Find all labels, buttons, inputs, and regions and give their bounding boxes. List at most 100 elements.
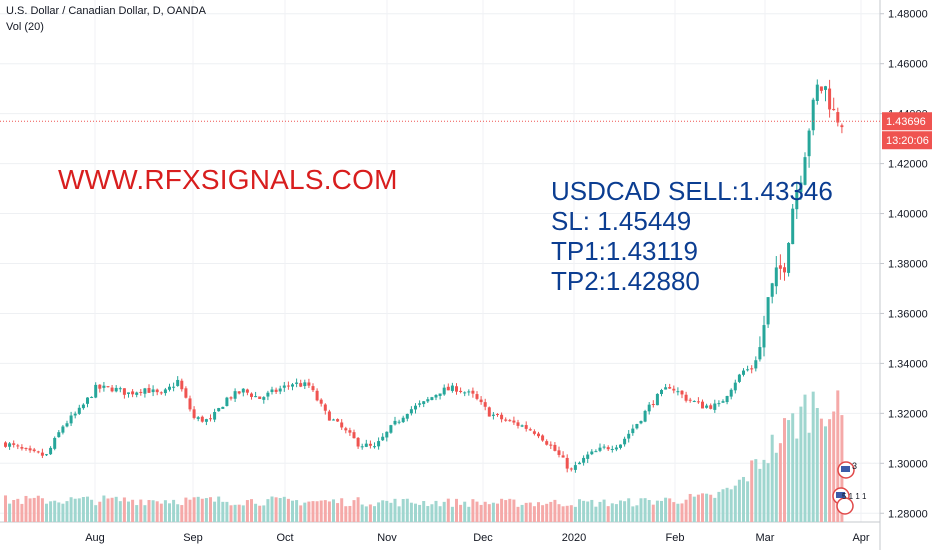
volume-bars <box>4 390 844 522</box>
candle-body <box>184 388 188 398</box>
candle-body <box>729 389 733 397</box>
volume-bar <box>750 460 754 522</box>
candle-body <box>532 431 536 434</box>
volume-bar <box>61 503 65 522</box>
volume-bar <box>340 498 344 522</box>
candle-body <box>766 297 770 325</box>
volume-bar <box>65 501 69 522</box>
candle-body <box>356 437 360 447</box>
signal-tp1: TP1:1.43119 <box>551 236 698 266</box>
candle-body <box>799 182 803 193</box>
candle-body <box>295 382 299 384</box>
candle-body <box>225 397 229 406</box>
candle-body <box>81 404 85 409</box>
volume-bar <box>381 500 385 522</box>
volume-bar <box>520 504 524 522</box>
volume-indicator-label[interactable]: Vol (20) <box>6 21 44 33</box>
candle-body <box>832 108 836 111</box>
volume-bar <box>565 505 569 522</box>
candle-body <box>147 387 151 393</box>
candle-body <box>278 388 282 392</box>
volume-bar <box>627 498 631 522</box>
candle-body <box>159 392 163 394</box>
candle-body <box>86 397 89 404</box>
watermark-url: WWW.RFXSIGNALS.COM <box>58 164 398 195</box>
flag-canton <box>841 466 850 472</box>
volume-bar <box>725 487 729 522</box>
candle-body <box>16 445 20 447</box>
volume-bar <box>245 500 249 522</box>
volume-bar <box>24 495 28 522</box>
candle-body <box>787 242 791 273</box>
volume-bar <box>524 502 528 522</box>
candle-body <box>311 386 315 391</box>
volume-bar <box>516 506 520 522</box>
volume-bar <box>81 497 85 522</box>
volume-bar <box>664 497 668 522</box>
candle-body <box>192 409 196 418</box>
volume-bar <box>508 498 512 522</box>
volume-bar <box>828 419 832 522</box>
volume-bar <box>332 499 335 522</box>
candle-body <box>742 370 745 375</box>
candle-body <box>442 387 446 395</box>
candle-body <box>602 446 606 448</box>
volume-bar <box>86 496 89 522</box>
candle-body <box>114 387 118 392</box>
candle-body <box>28 448 32 451</box>
volume-bar <box>774 452 778 522</box>
candle-body <box>360 446 364 448</box>
price-tick-label: 1.30000 <box>888 458 928 470</box>
signal-entry: USDCAD SELL:1.43346 <box>551 176 833 206</box>
candle-body <box>389 425 393 433</box>
volume-bar <box>147 500 151 522</box>
volume-bar <box>811 391 815 522</box>
candle-body <box>368 443 372 446</box>
candle-body <box>94 384 98 398</box>
candle-body <box>733 382 737 391</box>
volume-bar <box>586 501 590 522</box>
candle-body <box>627 433 631 439</box>
candle-body <box>229 397 233 399</box>
candle-body <box>721 401 725 403</box>
candle-body <box>319 399 323 404</box>
volume-bar <box>573 506 577 522</box>
candle-body <box>258 396 262 399</box>
symbol-title[interactable]: U.S. Dollar / Canadian Dollar, D, OANDA <box>6 5 206 17</box>
volume-bar <box>389 502 393 522</box>
countdown-value: 13:20:06 <box>886 135 929 147</box>
volume-bar <box>151 500 155 522</box>
volume-bar <box>159 503 163 522</box>
volume-bar <box>430 504 434 522</box>
candle-body <box>684 394 688 401</box>
candle-body <box>299 383 303 387</box>
volume-bar <box>196 496 200 522</box>
volume-bar <box>266 499 270 522</box>
candle-body <box>438 393 442 396</box>
candle-body <box>414 405 417 410</box>
volume-bar <box>184 497 188 522</box>
candle-body <box>668 387 672 389</box>
candle-body <box>537 433 540 437</box>
candle-body <box>762 325 766 348</box>
candle-body <box>836 112 840 123</box>
candle-body <box>233 391 237 399</box>
candle-body <box>213 412 217 420</box>
volume-bar <box>168 503 171 522</box>
candle-body <box>434 395 438 398</box>
volume-bar <box>278 497 282 522</box>
volume-bar <box>114 496 118 522</box>
candle-body <box>430 397 434 401</box>
candle-body <box>639 421 643 424</box>
candle-body <box>151 389 155 393</box>
volume-bar <box>221 501 225 522</box>
volume-bar <box>717 491 721 522</box>
volume-bar <box>311 501 315 522</box>
event-count-2: 5 1 1 1 <box>842 492 867 501</box>
volume-bar <box>143 505 147 522</box>
candle-body <box>143 388 147 394</box>
volume-bar <box>819 418 823 522</box>
volume-bar <box>545 503 549 522</box>
candle-body <box>176 379 180 386</box>
